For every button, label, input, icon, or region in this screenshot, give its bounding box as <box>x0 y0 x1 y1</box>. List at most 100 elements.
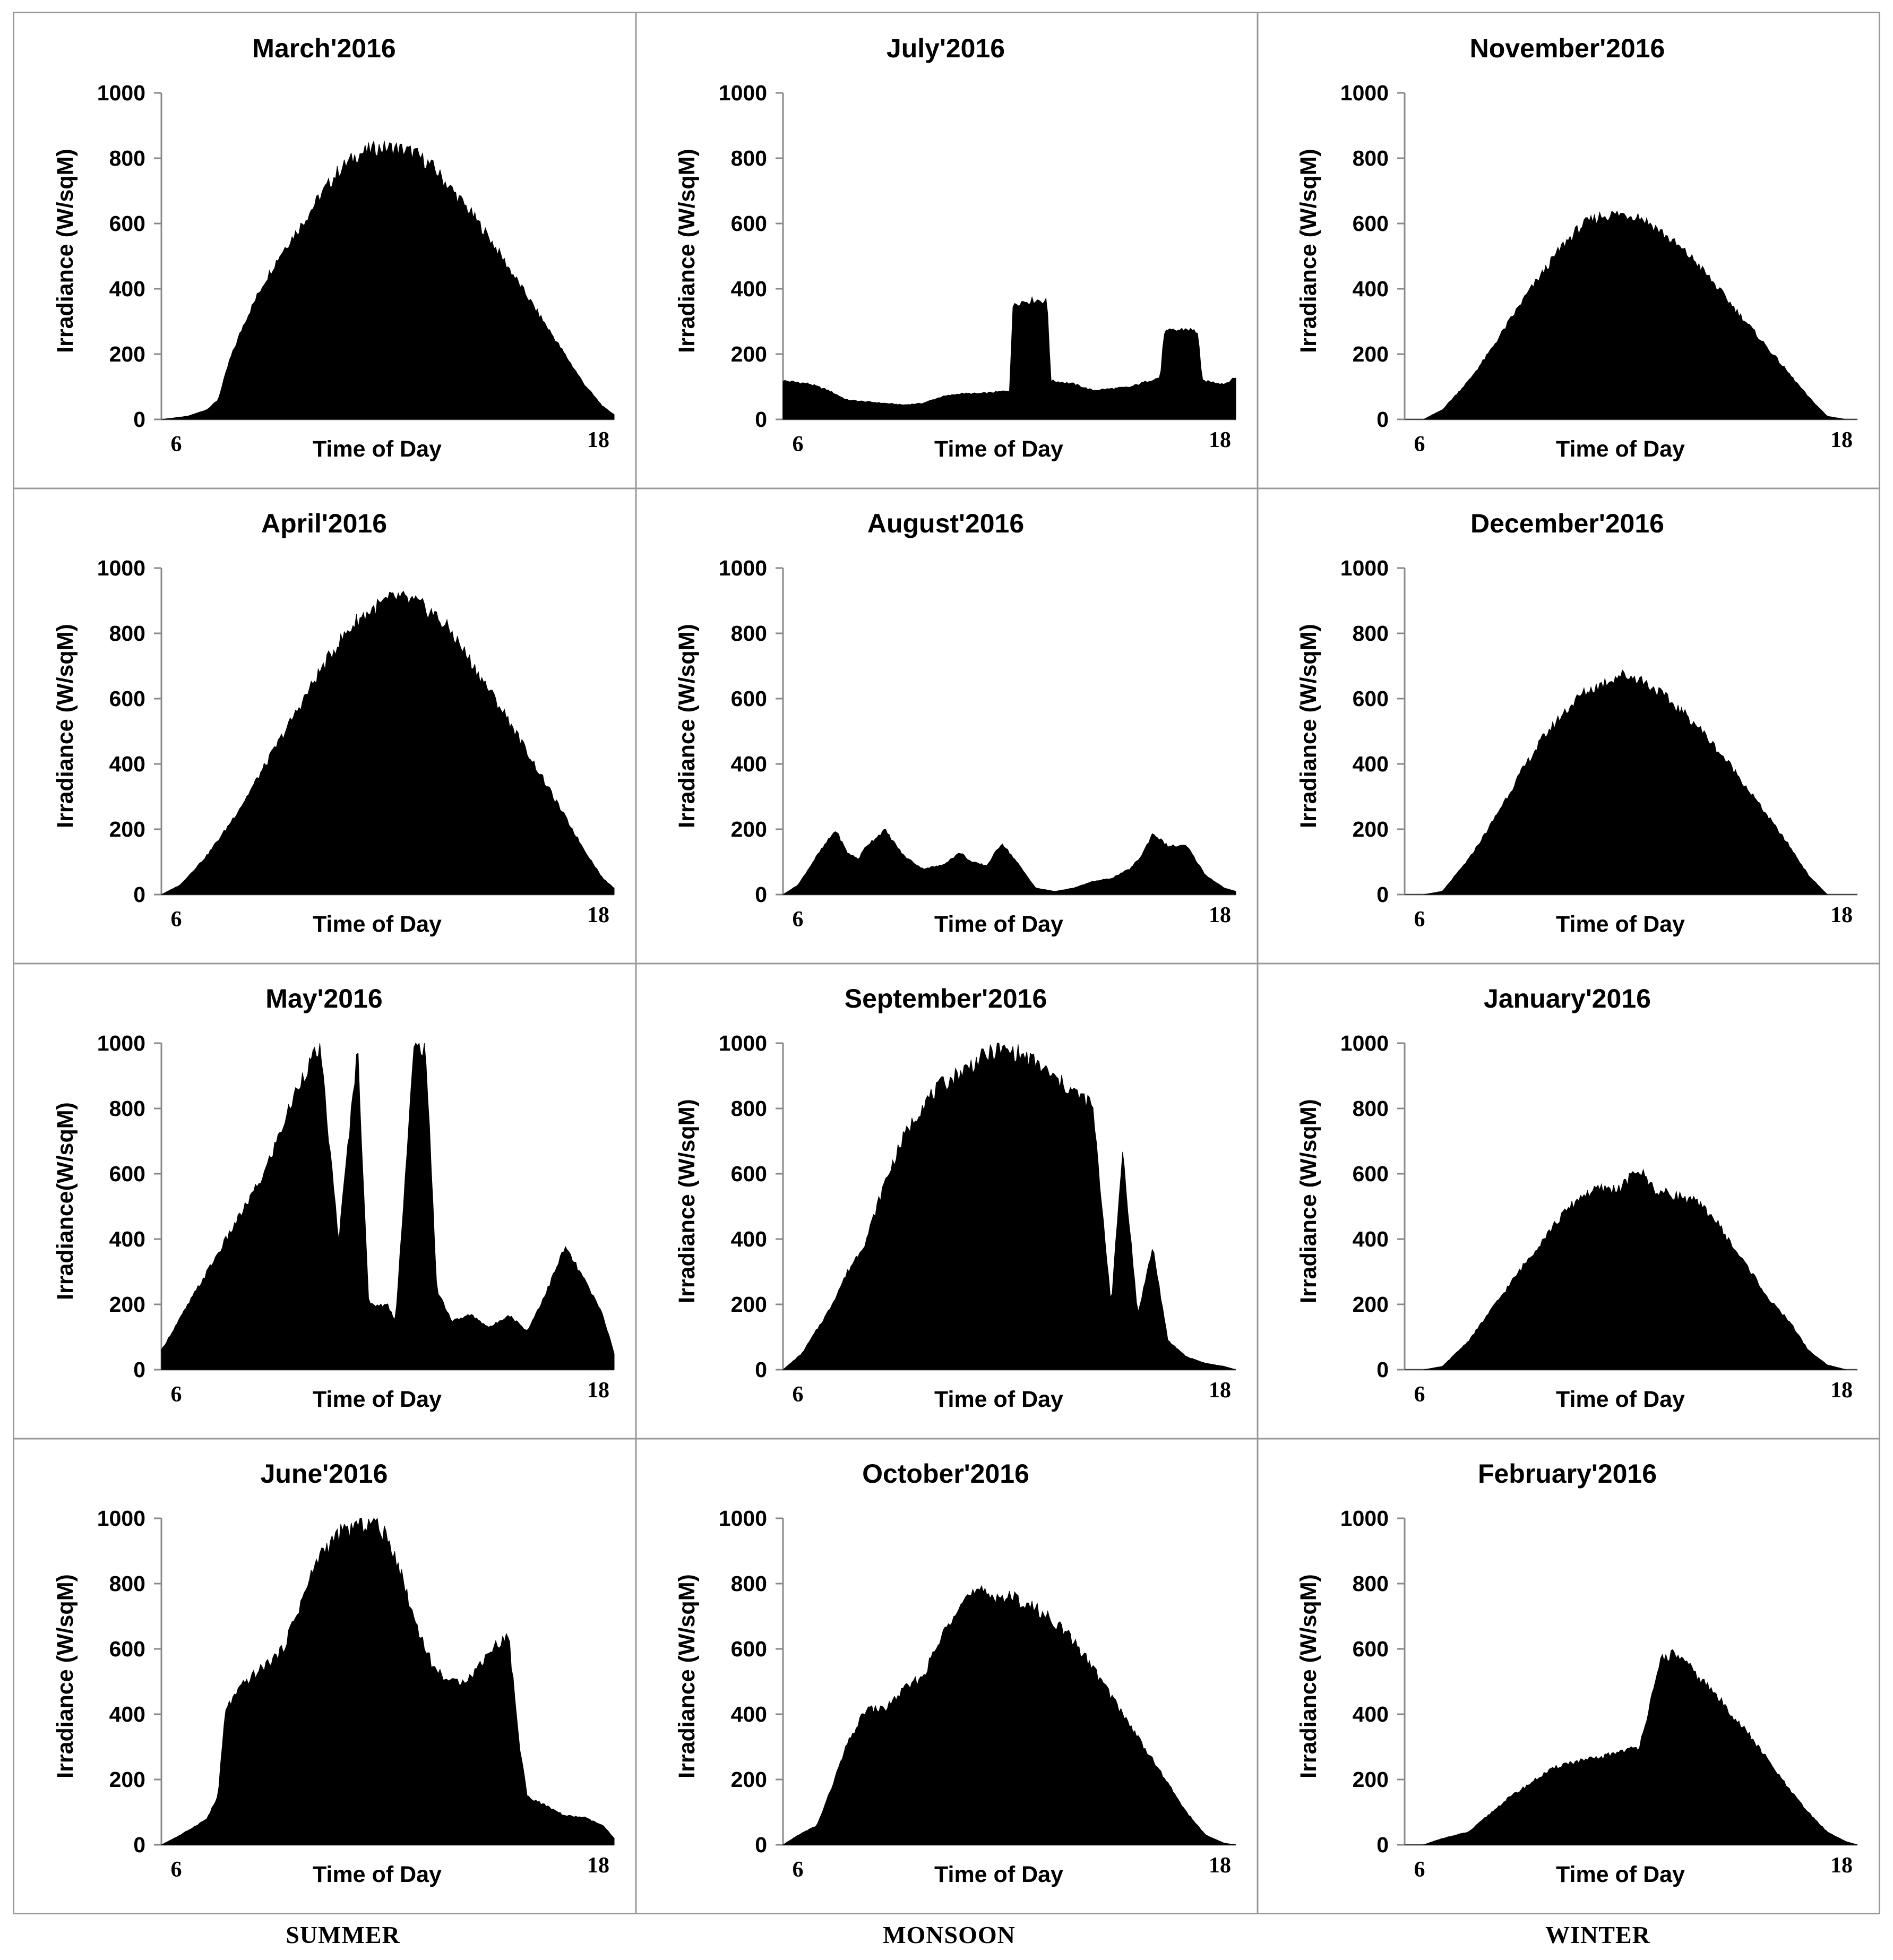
y-axis-label: Irradiance (W/sqM) <box>674 1574 700 1778</box>
y-tick-label: 800 <box>1353 1571 1389 1596</box>
chart-panel-9: January'2016 0 200 400 600 800 1000 Irradiance … <box>1258 964 1879 1439</box>
figure-frame: March'2016 0 200 400 600 800 1000 Irradiance (W… <box>13 12 1880 1914</box>
y-axis-label: Irradiance(W/sqM) <box>53 1102 78 1300</box>
y-axis-label: Irradiance (W/sqM) <box>674 624 700 828</box>
chart-panel-7: May'2016 0 200 400 600 800 1000 Irradiance(W/sq… <box>14 964 636 1439</box>
x-tick-label-start: 6 <box>1414 1858 1425 1882</box>
x-axis-label: Time of Day <box>934 1387 1063 1412</box>
x-tick-label-start: 6 <box>171 1382 182 1407</box>
x-axis-label: Time of Day <box>934 436 1063 462</box>
chart-panel-12: February'2016 0 200 400 600 800 1000 Irradiance… <box>1258 1439 1879 1914</box>
x-axis-label: Time of Day <box>1556 912 1685 937</box>
y-tick-label: 800 <box>731 1096 767 1121</box>
y-tick-label: 0 <box>1376 407 1389 432</box>
y-tick-label: 1000 <box>719 81 767 105</box>
chart-title: December'2016 <box>1470 509 1664 538</box>
y-tick-label: 200 <box>109 1292 145 1317</box>
y-axis-label: Irradiance (W/sqM) <box>1296 624 1321 828</box>
y-tick-label: 600 <box>109 211 145 236</box>
y-tick-label: 400 <box>109 752 145 776</box>
chart-title: October'2016 <box>862 1459 1029 1489</box>
x-tick-label-end: 18 <box>587 1378 609 1403</box>
y-tick-label: 1000 <box>97 81 145 105</box>
y-tick-label: 600 <box>1353 1637 1389 1661</box>
x-axis-label: Time of Day <box>1556 1387 1685 1412</box>
chart-title: February'2016 <box>1478 1459 1657 1489</box>
chart-svg: November'2016 0 200 400 600 800 1000 Irradiance… <box>1296 33 1857 462</box>
y-tick-label: 0 <box>1376 882 1389 907</box>
y-tick-label: 0 <box>755 882 767 907</box>
x-tick-label-start: 6 <box>793 1858 804 1882</box>
x-axis-label: Time of Day <box>313 1387 442 1412</box>
irradiance-area-series <box>161 140 615 420</box>
chart-svg: August'2016 0 200 400 600 800 1000 Irradiance (… <box>674 509 1236 937</box>
y-tick-label: 800 <box>731 146 767 170</box>
irradiance-area-series <box>161 1517 615 1845</box>
y-tick-label: 800 <box>109 1571 145 1596</box>
y-tick-label: 400 <box>1353 277 1389 301</box>
irradiance-area-series <box>782 1585 1236 1845</box>
y-tick-label: 600 <box>731 211 767 236</box>
y-axis-label: Irradiance (W/sqM) <box>1296 149 1321 353</box>
chart-title: November'2016 <box>1470 33 1665 63</box>
y-tick-label: 200 <box>1353 1292 1389 1317</box>
y-tick-label: 0 <box>133 407 145 432</box>
x-tick-label-end: 18 <box>1830 428 1853 452</box>
y-tick-label: 1000 <box>1340 81 1389 105</box>
panel-grid-lines <box>14 13 1879 1913</box>
chart-svg: July'2016 0 200 400 600 800 1000 Irradiance (W/… <box>674 33 1236 462</box>
y-tick-label: 0 <box>133 1357 145 1382</box>
chart-title: March'2016 <box>252 33 395 63</box>
y-tick-label: 200 <box>1353 342 1389 366</box>
x-tick-label-start: 6 <box>793 1382 804 1407</box>
x-axis-label: Time of Day <box>934 912 1063 937</box>
y-tick-label: 200 <box>1353 817 1389 841</box>
y-tick-label: 0 <box>1376 1833 1389 1857</box>
chart-svg: April'2016 0 200 400 600 800 1000 Irradiance (W… <box>53 509 615 937</box>
chart-panel-1: March'2016 0 200 400 600 800 1000 Irradiance (W… <box>14 13 636 488</box>
x-tick-label-start: 6 <box>793 907 804 932</box>
y-axis-label: Irradiance (W/sqM) <box>1296 1099 1321 1303</box>
y-tick-label: 400 <box>1353 1702 1389 1726</box>
y-tick-label: 0 <box>755 1357 767 1382</box>
y-tick-label: 600 <box>731 1162 767 1186</box>
y-tick-label: 600 <box>1353 211 1389 236</box>
y-tick-label: 1000 <box>719 556 767 580</box>
chart-svg: January'2016 0 200 400 600 800 1000 Irradiance … <box>1296 984 1857 1412</box>
y-tick-label: 400 <box>109 277 145 301</box>
chart-title: June'2016 <box>261 1459 388 1489</box>
y-tick-label: 0 <box>755 1833 767 1857</box>
x-axis-label: Time of Day <box>1556 1862 1685 1887</box>
chart-title: August'2016 <box>867 509 1024 538</box>
y-axis-label: Irradiance (W/sqM) <box>53 624 78 828</box>
y-tick-label: 400 <box>731 1702 767 1726</box>
x-tick-label-start: 6 <box>793 432 804 457</box>
y-tick-label: 1000 <box>719 1031 767 1055</box>
y-tick-label: 400 <box>731 277 767 301</box>
y-tick-label: 200 <box>109 1767 145 1792</box>
x-tick-label-start: 6 <box>1414 1382 1425 1407</box>
y-tick-label: 400 <box>1353 752 1389 776</box>
irradiance-area-series <box>782 1043 1236 1370</box>
chart-title: July'2016 <box>887 33 1005 63</box>
y-tick-label: 600 <box>731 1637 767 1661</box>
chart-svg: December'2016 0 200 400 600 800 1000 Irradiance… <box>1296 509 1857 937</box>
x-tick-label-end: 18 <box>587 1853 609 1878</box>
x-axis-label: Time of Day <box>313 1862 442 1887</box>
irradiance-area-series <box>161 1042 615 1370</box>
x-tick-label-start: 6 <box>171 432 182 457</box>
season-label-monsoon: MONSOON <box>883 1921 1016 1948</box>
y-tick-label: 800 <box>109 1096 145 1121</box>
x-tick-label-end: 18 <box>1830 1853 1853 1878</box>
y-tick-label: 0 <box>133 1833 145 1857</box>
chart-panel-4: April'2016 0 200 400 600 800 1000 Irradiance (W… <box>14 488 636 964</box>
y-tick-label: 600 <box>1353 1162 1389 1186</box>
x-axis-label: Time of Day <box>313 912 442 937</box>
y-tick-label: 400 <box>1353 1227 1389 1251</box>
y-axis-label: Irradiance (W/sqM) <box>53 1574 78 1778</box>
y-tick-label: 1000 <box>97 1506 145 1531</box>
chart-svg: February'2016 0 200 400 600 800 1000 Irradiance… <box>1296 1459 1858 1887</box>
season-label-winter: WINTER <box>1545 1921 1650 1948</box>
y-tick-label: 800 <box>1353 621 1389 646</box>
chart-svg: September'2016 0 200 400 600 800 1000 Irradianc… <box>674 984 1236 1412</box>
